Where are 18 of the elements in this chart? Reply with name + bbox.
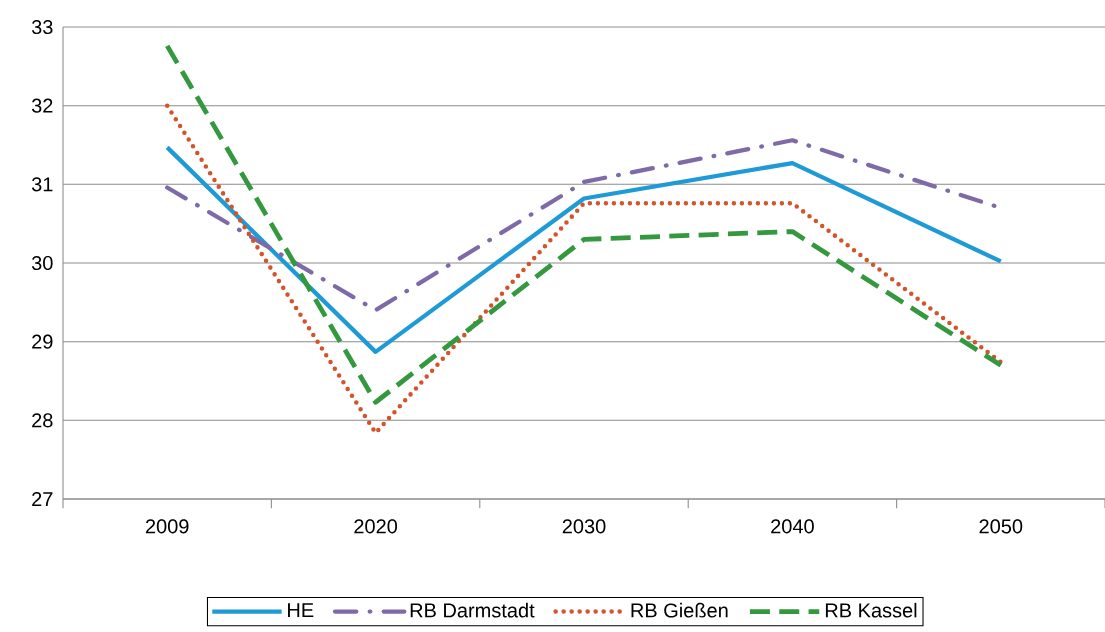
line-series [165, 145, 1003, 355]
legend-label: RB Gießen [631, 602, 728, 618]
x-tick-label: 2009 [145, 519, 189, 534]
y-tick-label: 29 [32, 334, 53, 349]
legend-label: HE [288, 603, 314, 617]
x-tick-label: 2040 [771, 519, 814, 534]
y-tick-label: 33 [31, 19, 53, 35]
x-tick-label: 2050 [979, 519, 1023, 534]
y-tick-label: 28 [32, 413, 53, 428]
legend-label: RB Kassel [825, 602, 917, 618]
y-tick-label: 31 [31, 177, 53, 192]
legend-label: RB Darmstadt [410, 602, 535, 618]
y-tick-label: 30 [31, 255, 53, 271]
x-tick-label: 2030 [562, 519, 606, 534]
line-series [164, 43, 1004, 405]
y-tick-label: 27 [32, 492, 53, 506]
x-tick-label: 2020 [354, 519, 398, 534]
y-tick-label: 32 [31, 98, 53, 113]
